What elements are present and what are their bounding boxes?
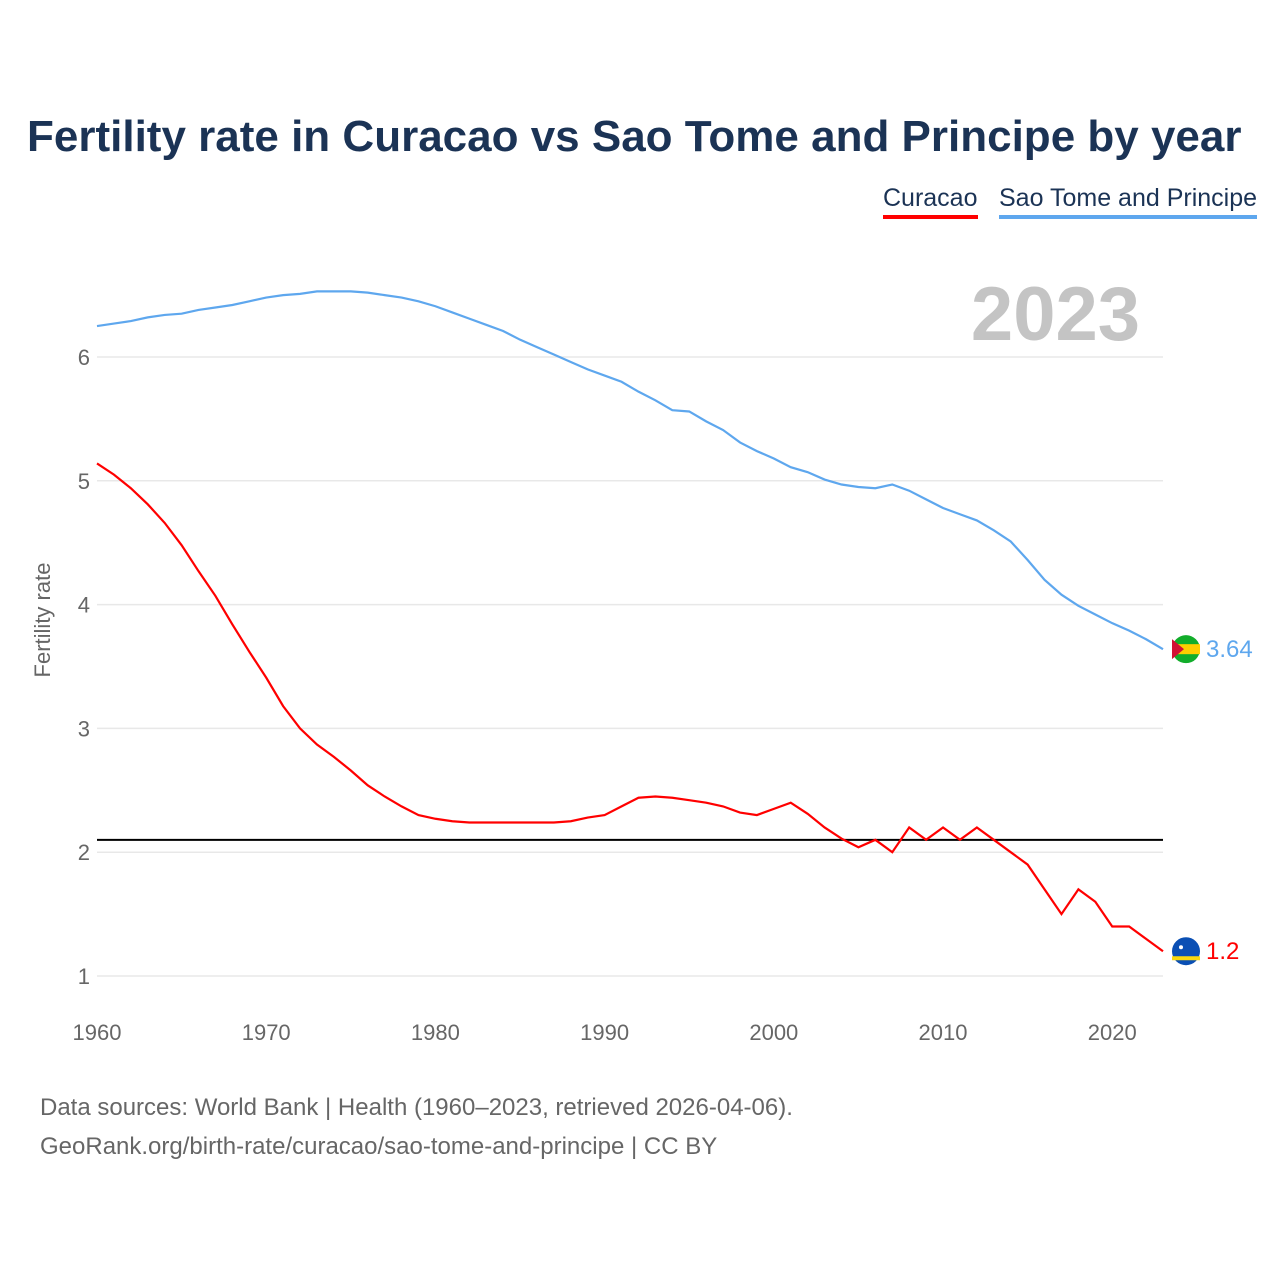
y-axis-label: Fertility rate (30, 563, 55, 678)
source-line-2[interactable]: GeoRank.org/birth-rate/curacao/sao-tome-… (40, 1133, 718, 1160)
x-tick-label: 2020 (1088, 1020, 1137, 1045)
y-tick-label: 6 (78, 345, 90, 370)
curacao-flag-stripe (1172, 956, 1200, 961)
source-line-1: Data sources: World Bank | Health (1960–… (40, 1094, 793, 1121)
x-tick-label: 2000 (749, 1020, 798, 1045)
sao-tome-flag-triangle (1172, 639, 1184, 660)
end-value-label: 3.64 (1206, 636, 1253, 663)
sao-tome-flag-stripe (1172, 644, 1200, 655)
end-value-label: 1.2 (1206, 938, 1239, 965)
chart-title: Fertility rate in Curacao vs Sao Tome an… (27, 112, 1242, 161)
y-tick-label: 1 (78, 964, 90, 989)
x-tick-label: 2010 (919, 1020, 968, 1045)
legend-sao-tome[interactable]: Sao Tome and Principe (999, 184, 1258, 219)
source-note: Data sources: World Bank | Health (1960–… (40, 1088, 793, 1166)
x-tick-label: 1980 (411, 1020, 460, 1045)
x-tick-label: 1970 (242, 1020, 291, 1045)
series-line-sao-tome (96, 290, 1164, 651)
y-tick-label: 4 (78, 593, 90, 618)
curacao-flag-icon (1172, 937, 1200, 966)
y-tick-label: 5 (78, 469, 90, 494)
x-tick-label: 1960 (73, 1020, 122, 1045)
legend-curacao[interactable]: Curacao (883, 184, 978, 219)
y-tick-label: 3 (78, 716, 90, 741)
y-tick-label: 2 (78, 840, 90, 865)
curacao-flag-star (1179, 945, 1183, 950)
year-label: 2023 (971, 272, 1140, 357)
x-tick-label: 1990 (580, 1020, 629, 1045)
series-line-curacao (96, 462, 1164, 953)
